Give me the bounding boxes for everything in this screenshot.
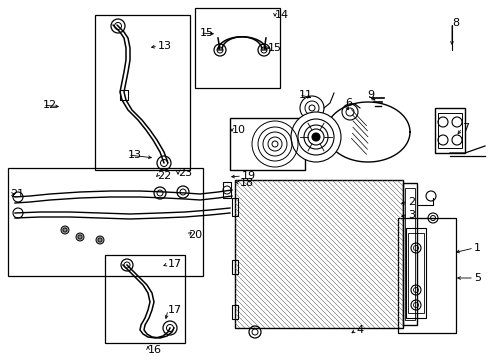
Bar xyxy=(95,15,190,170)
Bar xyxy=(407,233,423,313)
Circle shape xyxy=(78,235,82,239)
Text: 19: 19 xyxy=(242,171,256,181)
Bar xyxy=(223,182,230,198)
Bar xyxy=(405,228,425,318)
Text: 3: 3 xyxy=(407,210,414,220)
Text: 15: 15 xyxy=(267,43,282,53)
Bar xyxy=(231,260,238,274)
Bar xyxy=(229,118,305,170)
Bar xyxy=(8,168,203,276)
Bar xyxy=(397,218,455,333)
Text: 9: 9 xyxy=(366,90,373,100)
Circle shape xyxy=(76,233,84,241)
Bar xyxy=(437,113,461,148)
Circle shape xyxy=(290,112,340,162)
Text: 6: 6 xyxy=(345,98,351,108)
Bar xyxy=(231,198,238,216)
Bar xyxy=(120,90,128,100)
Text: 17: 17 xyxy=(168,305,182,315)
Text: 20: 20 xyxy=(187,230,202,240)
Bar xyxy=(235,180,402,328)
Text: 15: 15 xyxy=(200,28,214,38)
Text: 7: 7 xyxy=(461,123,468,133)
Circle shape xyxy=(98,238,102,242)
Text: 23: 23 xyxy=(178,168,192,178)
Text: 16: 16 xyxy=(148,345,162,355)
Bar xyxy=(105,255,184,343)
Text: 2: 2 xyxy=(407,197,414,207)
Polygon shape xyxy=(325,102,409,162)
Circle shape xyxy=(297,119,333,155)
Circle shape xyxy=(304,125,327,149)
Text: 13: 13 xyxy=(128,150,142,160)
Text: 12: 12 xyxy=(43,100,57,110)
Circle shape xyxy=(61,226,69,234)
Text: 13: 13 xyxy=(158,41,172,51)
Text: 8: 8 xyxy=(451,18,458,28)
Text: 1: 1 xyxy=(473,243,480,253)
Text: 18: 18 xyxy=(240,178,254,188)
Text: 4: 4 xyxy=(355,325,363,335)
Bar xyxy=(402,183,416,325)
Circle shape xyxy=(311,133,319,141)
Bar xyxy=(231,305,238,319)
Text: 10: 10 xyxy=(231,125,245,135)
Text: 11: 11 xyxy=(298,90,312,100)
Text: 14: 14 xyxy=(274,10,288,20)
Text: 17: 17 xyxy=(168,259,182,269)
Text: 22: 22 xyxy=(157,171,171,181)
Circle shape xyxy=(63,228,67,232)
Text: 5: 5 xyxy=(473,273,480,283)
Bar xyxy=(434,108,464,153)
Bar xyxy=(195,8,280,88)
Circle shape xyxy=(307,129,324,145)
Text: 21: 21 xyxy=(10,189,24,199)
Circle shape xyxy=(96,236,104,244)
Bar xyxy=(404,188,414,320)
